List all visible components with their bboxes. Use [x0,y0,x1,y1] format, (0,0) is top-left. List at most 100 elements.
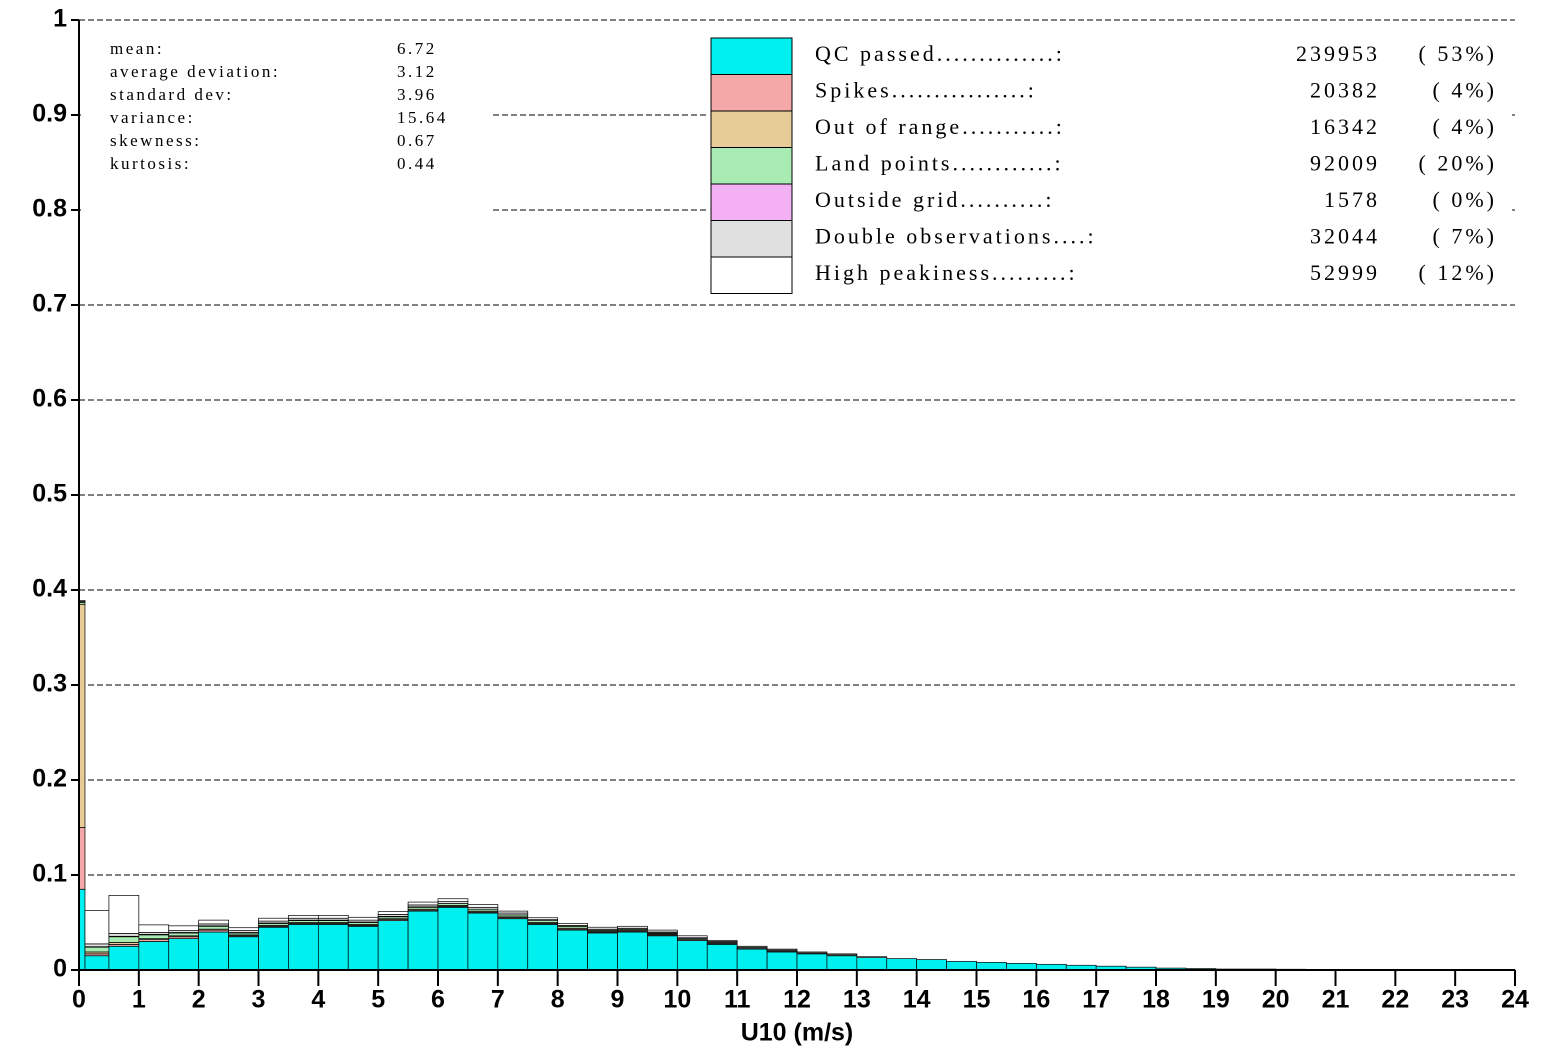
bar [706,940,738,942]
bar [108,936,140,943]
legend-percent: ( 4%) [1433,78,1497,103]
bar [856,956,888,959]
legend-label: Spikes................: [815,78,1037,103]
bar [198,931,229,971]
x-tick-label: 22 [1381,986,1409,1014]
bar [317,924,349,971]
bar [766,948,798,951]
x-tick-label: 6 [431,986,445,1014]
x-tick-label: 21 [1322,986,1350,1014]
bar [347,925,379,971]
stat-label: skewness: [110,131,201,150]
legend-percent: ( 0%) [1433,187,1497,212]
legend-leader: ..............: [937,41,1065,66]
legend-name: High peakiness [815,260,992,285]
x-tick-label: 14 [903,986,931,1014]
x-tick-label: 18 [1142,986,1170,1014]
bar [766,951,798,971]
legend-leader: ................: [892,78,1037,103]
stat-value: 0.44 [397,154,437,173]
legend-percent: ( 4%) [1433,114,1497,139]
bar [676,940,708,971]
bar [497,910,529,914]
bar [84,955,110,971]
legend-swatch [710,110,793,148]
bar [946,961,977,971]
y-tick-label: 0.5 [32,480,67,508]
x-tick-label: 9 [611,986,625,1014]
bar [377,920,409,971]
bar [916,959,947,971]
bar [736,945,768,948]
bar [886,958,918,971]
y-tick-label: 0.8 [32,195,67,223]
legend-swatch [710,220,793,258]
legend-label: Out of range...........: [815,114,1065,139]
legend-leader: ............: [953,151,1064,176]
bar [108,933,140,937]
bar [258,917,289,922]
stat-label: average deviation: [110,62,280,81]
legend-percent: ( 7%) [1433,224,1497,249]
legend-swatch [710,147,793,185]
x-tick-label: 11 [724,986,751,1014]
x-tick-label: 19 [1202,986,1230,1014]
legend-name: QC passed [815,41,937,66]
legend-swatch [710,37,793,75]
y-tick-label: 0.7 [32,290,67,318]
bar [826,955,858,971]
legend-percent: ( 53%) [1419,41,1497,66]
bar [437,906,469,971]
bar [288,915,319,919]
legend-name: Out of range [815,114,962,139]
legend-name: Double observations [815,224,1053,249]
bar [557,929,588,971]
legend-leader: .........: [992,260,1078,285]
legend-label: Land points............: [815,151,1064,176]
stat-label: variance: [110,108,195,127]
bar [587,926,618,930]
stat-value: 6.72 [397,39,437,58]
x-tick-label: 10 [663,986,691,1014]
bar [198,919,229,925]
stat-label: mean: [110,39,164,58]
stat-value: 15.64 [397,108,448,127]
bar [647,929,678,933]
legend-percent: ( 12%) [1419,260,1497,285]
bar [437,898,469,902]
stat-value: 0.67 [397,131,437,150]
x-axis-label: U10 (m/s) [741,1019,854,1047]
bar [317,915,349,919]
x-tick-label: 0 [72,986,86,1014]
legend-label: QC passed..............: [815,41,1065,66]
stats-background [81,22,491,222]
legend-label: Outside grid..........: [815,187,1055,212]
bar [497,918,529,971]
legend-count: 16342 [1310,114,1380,139]
bar [796,953,828,971]
y-tick-label: 0.3 [32,670,67,698]
legend-swatch [710,183,793,221]
y-tick-label: 0.6 [32,385,67,413]
bar [84,910,110,945]
bar [796,951,828,954]
bar [706,943,738,971]
x-tick-label: 23 [1441,986,1469,1014]
bar [168,932,200,937]
bar [467,904,499,908]
stat-label: standard dev: [110,85,234,104]
bar [168,938,200,971]
bar [527,924,559,971]
x-tick-label: 16 [1022,986,1050,1014]
legend-count: 1578 [1324,187,1380,212]
bar [228,927,259,931]
y-tick-label: 0 [53,955,67,983]
bar [168,925,200,931]
bar [647,935,678,971]
legend-count: 239953 [1296,41,1380,66]
bar [138,924,170,933]
stat-value: 3.96 [397,85,437,104]
bar [617,931,648,971]
bar [407,901,439,906]
